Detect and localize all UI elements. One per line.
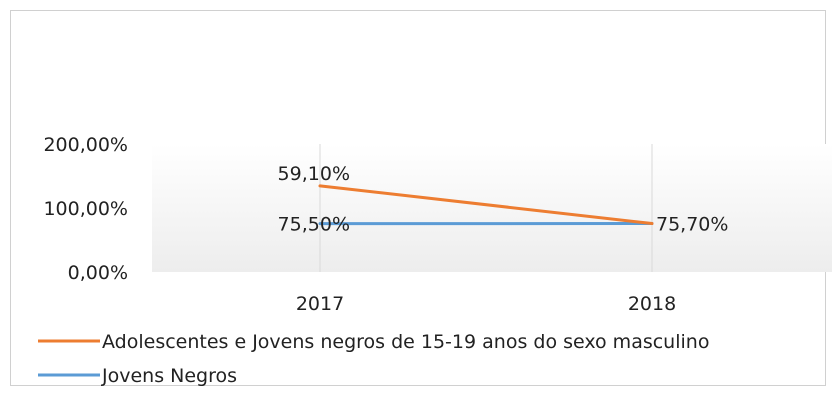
- data-label: 75,70%: [656, 214, 728, 236]
- y-tick-label: 200,00%: [43, 134, 128, 156]
- plot-area: [152, 144, 832, 272]
- y-tick-label: 0,00%: [68, 262, 128, 284]
- x-tick-label: 2017: [296, 293, 344, 315]
- data-label: 75,50%: [278, 214, 350, 236]
- y-tick-label: 100,00%: [43, 198, 128, 220]
- legend-label-1: Jovens Negros: [101, 365, 237, 387]
- legend: Adolescentes e Jovens negros de 15-19 an…: [38, 331, 709, 387]
- series-line-0: [318, 184, 654, 226]
- data-label: 59,10%: [278, 163, 350, 185]
- grid-lines: [319, 144, 653, 272]
- x-tick-label: 2018: [628, 293, 676, 315]
- data-labels: 59,10% 75,70% 75,50%: [278, 163, 729, 236]
- axis-ticks: 0,00% 100,00% 200,00% 2017 2018: [43, 134, 676, 315]
- legend-label-0: Adolescentes e Jovens negros de 15-19 an…: [102, 331, 709, 353]
- series-lines: [318, 184, 654, 226]
